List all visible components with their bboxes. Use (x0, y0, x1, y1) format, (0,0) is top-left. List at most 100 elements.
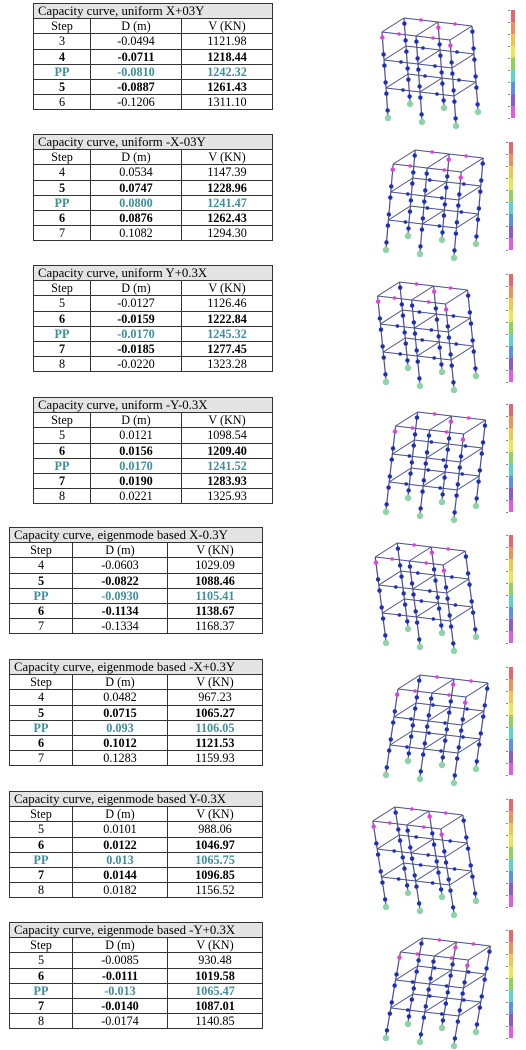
scale-swatch (509, 322, 513, 334)
step-cell: 7 (9, 998, 73, 1015)
step-cell: 8 (33, 488, 91, 505)
base-shear-cell: 967.23 (167, 689, 263, 706)
scale-swatch (511, 22, 515, 34)
table-header-row: Step D (m) V (KN) (9, 806, 263, 823)
scale-swatch (509, 202, 513, 214)
displacement-cell: -0.1334 (72, 618, 168, 635)
scale-swatch (509, 428, 513, 440)
capacity-table: Capacity curve, eigenmode based -X+0.3Y S… (9, 658, 263, 767)
step-cell: 6 (9, 603, 73, 620)
scale-swatch (509, 178, 513, 190)
scale-tick (506, 607, 508, 608)
displacement-cell: 0.0876 (90, 210, 182, 227)
scale-swatch (509, 190, 513, 202)
table-header-row: Step D (m) V (KN) (33, 412, 273, 429)
capacity-table-block: Capacity curve, uniform -Y-0.3X Step D (m)… (33, 396, 273, 505)
scale-tick (506, 871, 508, 872)
scale-swatch (509, 1014, 513, 1026)
step-cell: PP (33, 325, 91, 343)
capacity-table: Capacity curve, uniform Y+0.3X Step D (m) V… (33, 264, 273, 373)
table-row: 3 -0.0494 1121.98 (33, 33, 273, 50)
scale-tick (506, 1002, 508, 1003)
scale-tick (506, 476, 508, 477)
scale-tick (506, 739, 508, 740)
scale-swatch (509, 835, 513, 847)
table-row: 5 -0.0127 1126.46 (33, 295, 273, 312)
scale-swatch (509, 942, 513, 954)
step-cell: 6 (9, 967, 73, 984)
performance-point-row: PP 0.093 1106.05 (9, 719, 263, 737)
base-shear-cell: 1126.46 (181, 295, 273, 312)
scale-tick (506, 811, 508, 812)
step-cell: 8 (9, 882, 73, 899)
step-cell: 4 (9, 557, 73, 574)
capacity-table-block: Capacity curve, eigenmode based -Y+0.3X S… (9, 921, 263, 1030)
step-cell: PP (33, 63, 91, 81)
base-shear-cell: 1218.44 (181, 48, 273, 65)
base-shear-cell: 1159.93 (167, 750, 263, 767)
displacement-cell: -0.0111 (72, 967, 168, 984)
table-row: 5 0.0715 1065.27 (9, 704, 263, 721)
scale-tick (506, 464, 508, 465)
scale-tick (506, 583, 508, 584)
structural-frame-deformed-shape (371, 806, 480, 919)
hinge-state-color-scale (506, 535, 513, 644)
base-shear-cell: 1088.46 (167, 572, 263, 589)
scale-tick (506, 751, 508, 752)
displacement-cell: -0.0494 (90, 33, 182, 50)
table-row: 7 -0.0185 1277.45 (33, 341, 273, 358)
table-title-row: Capacity curve, uniform -Y-0.3X (33, 396, 273, 414)
structural-frame-deformed-shape (380, 17, 482, 130)
capacity-table: Capacity curve, eigenmode based X-0.3Y St… (9, 526, 263, 635)
column-header-step: Step (9, 806, 73, 823)
scale-tick (506, 286, 508, 287)
scale-tick (506, 978, 508, 979)
step-cell: 6 (33, 310, 91, 327)
scale-tick (506, 488, 508, 489)
table-row: 4 -0.0603 1029.09 (9, 557, 263, 574)
scale-tick (506, 178, 508, 179)
step-cell: 3 (33, 33, 91, 50)
table-row: 8 0.0221 1325.93 (33, 488, 273, 505)
table-title: Capacity curve, eigenmode based -Y+0.3X (9, 921, 263, 939)
step-cell: 4 (9, 689, 73, 706)
scale-tick (508, 58, 510, 59)
scale-tick (506, 166, 508, 167)
scale-swatch (509, 226, 513, 238)
scale-swatch (509, 404, 513, 416)
scale-tick (506, 942, 508, 943)
scale-swatch (509, 346, 513, 358)
base-shear-cell: 1277.45 (181, 341, 273, 358)
base-shear-cell: 1228.96 (181, 179, 273, 196)
table-title-row: Capacity curve, eigenmode based Y-0.3X (9, 790, 263, 808)
displacement-cell: -0.0140 (72, 998, 168, 1015)
displacement-cell: 0.1283 (72, 750, 168, 767)
scale-swatch (509, 847, 513, 859)
scale-swatch (509, 166, 513, 178)
performance-point-row: PP -0.0170 1245.32 (33, 325, 273, 343)
column-header-displacement: D (m) (72, 542, 168, 559)
scale-tick (508, 94, 510, 95)
capacity-table: Capacity curve, uniform X+03Y Step D (m) V … (33, 2, 273, 111)
base-shear-cell: 1283.93 (181, 473, 273, 490)
column-header-step: Step (9, 542, 73, 559)
scale-tick (508, 34, 510, 35)
scale-tick (506, 1038, 508, 1039)
table-row: 5 0.0747 1228.96 (33, 179, 273, 196)
scale-swatch (509, 595, 513, 607)
scale-tick (506, 859, 508, 860)
scale-swatch (509, 464, 513, 476)
base-shear-cell: 1147.39 (181, 164, 273, 181)
table-row: 5 -0.0822 1088.46 (9, 572, 263, 589)
table-title-row: Capacity curve, uniform Y+0.3X (33, 264, 273, 282)
column-header-displacement: D (m) (72, 674, 168, 691)
table-row: 7 0.0144 1096.85 (9, 867, 263, 884)
scale-tick (506, 966, 508, 967)
scale-tick (508, 82, 510, 83)
column-header-shear: V (KN) (181, 149, 273, 166)
displacement-cell: -0.013 (72, 982, 168, 1000)
scale-tick (506, 643, 508, 644)
column-header-displacement: D (m) (72, 806, 168, 823)
displacement-cell: 0.0182 (72, 882, 168, 899)
table-row: 8 -0.0174 1140.85 (9, 1013, 263, 1030)
